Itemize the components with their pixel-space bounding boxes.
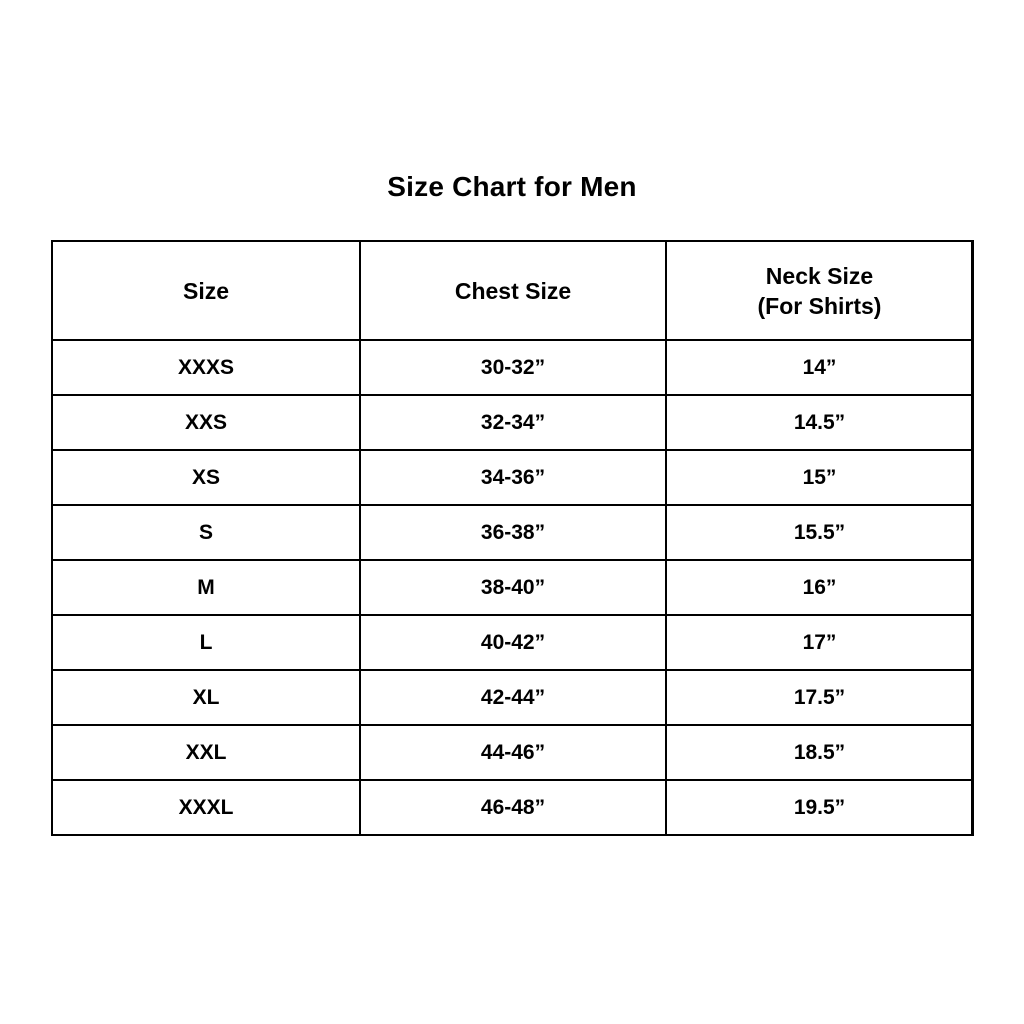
cell-neck: 18.5” bbox=[665, 724, 974, 781]
table-header: Size Chest Size Neck Size (For Shirts) bbox=[51, 240, 974, 341]
cell-chest: 42-44” bbox=[359, 669, 667, 726]
cell-chest: 44-46” bbox=[359, 724, 667, 781]
table-row: XS 34-36” 15” bbox=[51, 449, 974, 506]
cell-chest: 36-38” bbox=[359, 504, 667, 561]
cell-size: XXL bbox=[51, 724, 361, 781]
table-row: XL 42-44” 17.5” bbox=[51, 669, 974, 726]
table-body: XXXS 30-32” 14” XXS 32-34” 14.5” XS 34-3… bbox=[51, 339, 974, 836]
cell-neck: 16” bbox=[665, 559, 974, 616]
table-header-row: Size Chest Size Neck Size (For Shirts) bbox=[51, 240, 974, 341]
cell-size: L bbox=[51, 614, 361, 671]
cell-neck: 19.5” bbox=[665, 779, 974, 836]
cell-chest: 40-42” bbox=[359, 614, 667, 671]
column-header-chest-size-label: Chest Size bbox=[454, 277, 572, 304]
cell-neck: 15” bbox=[665, 449, 974, 506]
cell-chest: 46-48” bbox=[359, 779, 667, 836]
table-row: S 36-38” 15.5” bbox=[51, 504, 974, 561]
cell-size: XL bbox=[51, 669, 361, 726]
column-header-neck-size-label: Neck Size bbox=[765, 262, 874, 289]
column-header-chest-size: Chest Size bbox=[359, 240, 667, 341]
table-row: XXXL 46-48” 19.5” bbox=[51, 779, 974, 836]
column-header-size: Size bbox=[51, 240, 361, 341]
cell-size: XS bbox=[51, 449, 361, 506]
cell-size: M bbox=[51, 559, 361, 616]
table-row: XXL 44-46” 18.5” bbox=[51, 724, 974, 781]
table-row: XXXS 30-32” 14” bbox=[51, 339, 974, 396]
cell-neck: 15.5” bbox=[665, 504, 974, 561]
cell-chest: 38-40” bbox=[359, 559, 667, 616]
table-row: M 38-40” 16” bbox=[51, 559, 974, 616]
size-chart-table: Size Chest Size Neck Size (For Shirts) X… bbox=[51, 240, 974, 836]
cell-chest: 30-32” bbox=[359, 339, 667, 396]
column-header-neck-size: Neck Size (For Shirts) bbox=[665, 240, 974, 341]
column-header-size-label: Size bbox=[182, 277, 230, 304]
cell-chest: 34-36” bbox=[359, 449, 667, 506]
cell-neck: 17.5” bbox=[665, 669, 974, 726]
cell-size: XXS bbox=[51, 394, 361, 451]
cell-chest: 32-34” bbox=[359, 394, 667, 451]
cell-neck: 17” bbox=[665, 614, 974, 671]
table-row: XXS 32-34” 14.5” bbox=[51, 394, 974, 451]
cell-neck: 14” bbox=[665, 339, 974, 396]
size-chart-table-container: Size Chest Size Neck Size (For Shirts) X… bbox=[51, 240, 974, 836]
table-row: L 40-42” 17” bbox=[51, 614, 974, 671]
cell-size: XXXS bbox=[51, 339, 361, 396]
column-header-neck-size-sublabel: (For Shirts) bbox=[757, 292, 882, 319]
cell-neck: 14.5” bbox=[665, 394, 974, 451]
cell-size: S bbox=[51, 504, 361, 561]
page-title: Size Chart for Men bbox=[387, 171, 637, 202]
cell-size: XXXL bbox=[51, 779, 361, 836]
